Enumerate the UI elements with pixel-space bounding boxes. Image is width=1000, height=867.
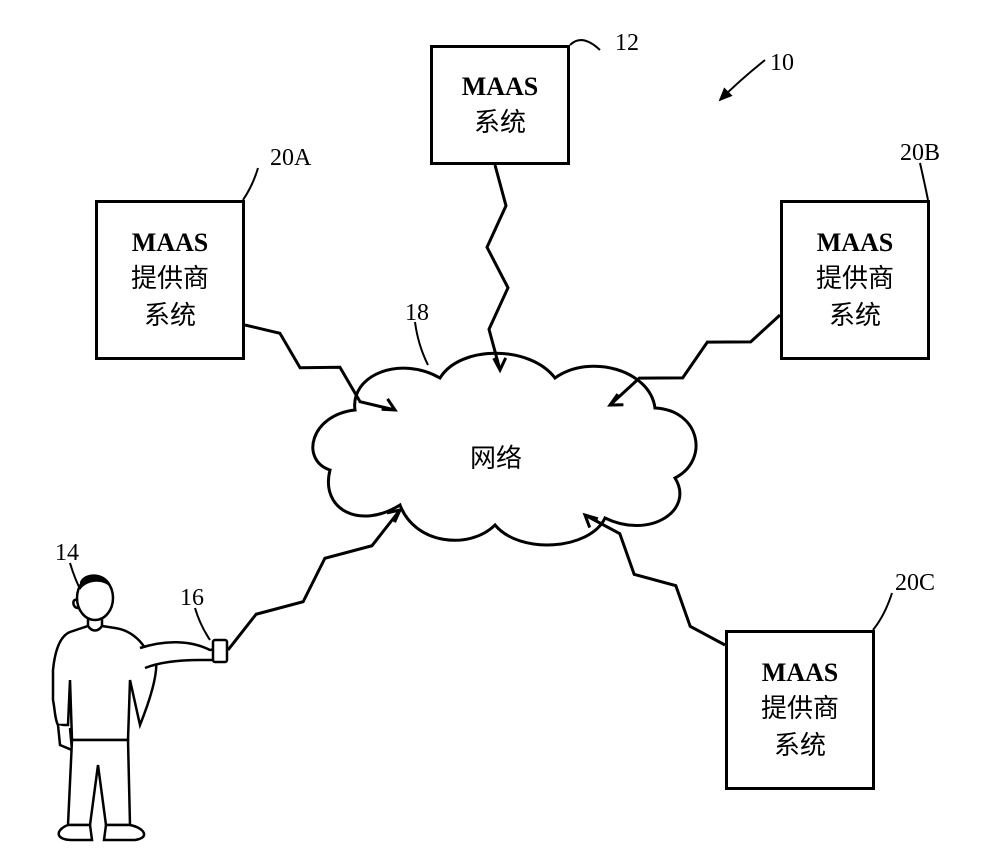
provider-b-title: MAAS [817, 228, 894, 258]
person-figure [53, 574, 227, 840]
maas-system-sub: 系统 [474, 102, 526, 139]
cloud-label: 网络 [470, 438, 522, 475]
ref-12: 12 [615, 30, 639, 57]
provider-c-sub1: 提供商 [761, 688, 839, 725]
system-ref-arrow [720, 60, 765, 100]
provider-c-sub2: 系统 [774, 725, 826, 762]
provider-a-title: MAAS [132, 228, 209, 258]
ref-20a: 20A [270, 145, 311, 172]
ref-18: 18 [405, 300, 429, 327]
provider-a-sub1: 提供商 [131, 258, 209, 295]
diagram-canvas: MAAS 系统 MAAS 提供商 系统 MAAS 提供商 系统 MAAS 提供商… [0, 0, 1000, 867]
ref-20b: 20B [900, 140, 940, 167]
maas-system-box: MAAS 系统 [430, 45, 570, 165]
provider-c-title: MAAS [762, 658, 839, 688]
provider-a-sub2: 系统 [144, 295, 196, 332]
provider-a-box: MAAS 提供商 系统 [95, 200, 245, 360]
ref-20c: 20C [895, 570, 935, 597]
provider-c-box: MAAS 提供商 系统 [725, 630, 875, 790]
provider-b-box: MAAS 提供商 系统 [780, 200, 930, 360]
ref-16: 16 [180, 585, 204, 612]
ref-10: 10 [770, 50, 794, 77]
ref-14: 14 [55, 540, 79, 567]
provider-b-sub1: 提供商 [816, 258, 894, 295]
lightning-bolts [228, 165, 780, 650]
maas-system-title: MAAS [462, 72, 539, 102]
provider-b-sub2: 系统 [829, 295, 881, 332]
